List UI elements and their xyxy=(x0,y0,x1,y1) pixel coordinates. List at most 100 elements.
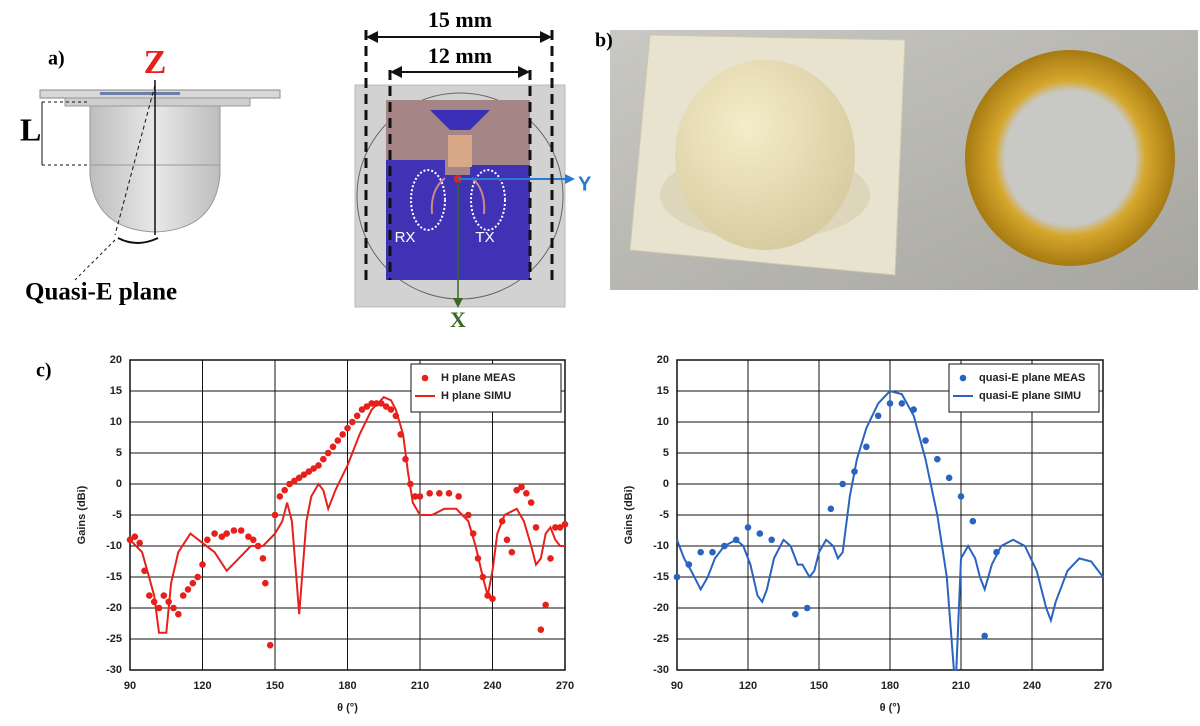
y-tick-label: -25 xyxy=(106,633,122,645)
data-point xyxy=(204,536,211,544)
data-point xyxy=(455,493,462,500)
x-tick-label: 120 xyxy=(739,680,757,692)
data-point xyxy=(131,533,139,540)
data-point xyxy=(291,477,298,485)
rx-label: RX xyxy=(395,229,416,246)
data-point xyxy=(358,406,366,413)
y-axis-label: Y xyxy=(578,173,592,195)
data-point xyxy=(547,555,554,562)
x-tick-label: 240 xyxy=(483,680,501,692)
data-point xyxy=(969,517,977,525)
data-point xyxy=(874,412,882,420)
legend-label: quasi-E plane MEAS xyxy=(979,372,1085,384)
data-point xyxy=(237,527,245,534)
data-point xyxy=(561,521,569,528)
x-tick-label: 90 xyxy=(124,680,136,692)
data-point xyxy=(276,493,284,500)
data-point xyxy=(230,527,238,534)
legend-label: quasi-E plane SIMU xyxy=(979,390,1081,402)
data-point xyxy=(249,536,257,544)
data-point xyxy=(508,548,516,556)
data-point xyxy=(556,524,564,531)
data-point xyxy=(339,431,346,438)
data-point xyxy=(792,610,799,618)
data-point xyxy=(957,493,965,500)
y-tick-label: -25 xyxy=(653,633,669,645)
y-tick-label: 5 xyxy=(663,447,669,459)
antenna-side-view xyxy=(39,80,281,281)
data-point xyxy=(344,424,351,432)
legend-box xyxy=(948,363,1100,413)
outer-width-label: 15 mm xyxy=(428,7,492,32)
y-tick-label: -5 xyxy=(112,509,122,521)
panel-label: a) xyxy=(48,48,65,70)
x-tick-label: 120 xyxy=(193,680,211,692)
y-tick-label: 15 xyxy=(657,385,669,397)
x-axis-label: X xyxy=(450,307,466,332)
data-point xyxy=(262,579,269,587)
data-point xyxy=(744,524,752,531)
legend-swatch xyxy=(959,374,967,382)
data-point xyxy=(542,601,549,609)
data-point xyxy=(324,449,332,457)
data-point xyxy=(934,455,941,463)
data-point xyxy=(194,573,201,581)
data-point xyxy=(387,406,395,413)
data-point xyxy=(503,536,511,544)
data-line xyxy=(676,389,1104,671)
x-tick-label: 150 xyxy=(266,680,284,692)
y-tick-label: 20 xyxy=(110,354,122,366)
data-line xyxy=(129,396,565,634)
data-point xyxy=(416,493,424,500)
data-point xyxy=(863,443,870,451)
y-tick-label: -15 xyxy=(106,571,122,583)
x-tick-label: 180 xyxy=(881,680,899,692)
data-point xyxy=(697,548,704,556)
data-point xyxy=(886,400,894,407)
data-point xyxy=(211,530,218,537)
data-point xyxy=(527,499,535,506)
data-point xyxy=(922,437,929,444)
x-axis-label: θ (°) xyxy=(337,702,358,714)
data-point xyxy=(310,465,317,472)
data-point xyxy=(445,490,453,497)
y-tick-label: -30 xyxy=(106,664,122,676)
data-point xyxy=(146,592,153,599)
data-point xyxy=(673,573,681,581)
data-point xyxy=(271,511,279,519)
x-tick-label: 180 xyxy=(338,680,356,692)
y-tick-label: 20 xyxy=(657,354,669,366)
inner-width-label: 12 mm xyxy=(428,43,492,68)
data-point xyxy=(175,610,182,618)
y-tick-label: 10 xyxy=(657,416,669,428)
data-point xyxy=(368,400,375,407)
legend-label: H plane SIMU xyxy=(441,390,511,402)
data-point xyxy=(315,462,322,469)
data-point xyxy=(756,530,764,537)
x-tick-label: 240 xyxy=(1023,680,1041,692)
data-point xyxy=(981,632,988,640)
data-point xyxy=(329,443,337,451)
y-axis-label: Gains (dBi) xyxy=(623,485,635,544)
data-point xyxy=(537,626,545,633)
x-tick-label: 90 xyxy=(671,680,683,692)
data-point xyxy=(184,586,192,593)
data-point xyxy=(266,641,274,649)
y-tick-label: -10 xyxy=(106,540,122,552)
data-point xyxy=(295,474,303,482)
x-tick-label: 210 xyxy=(411,680,429,692)
data-point xyxy=(768,536,775,544)
y-tick-label: 0 xyxy=(663,478,669,490)
data-point xyxy=(259,555,267,562)
data-point xyxy=(286,480,293,488)
length-label: L xyxy=(20,111,41,147)
data-point xyxy=(489,595,496,602)
legend-label: H plane MEAS xyxy=(441,372,516,384)
y-tick-label: -20 xyxy=(106,602,122,614)
legend-swatch xyxy=(421,374,429,382)
data-point xyxy=(827,505,835,513)
data-point xyxy=(465,511,472,519)
data-point xyxy=(281,486,288,494)
data-point xyxy=(218,533,226,540)
